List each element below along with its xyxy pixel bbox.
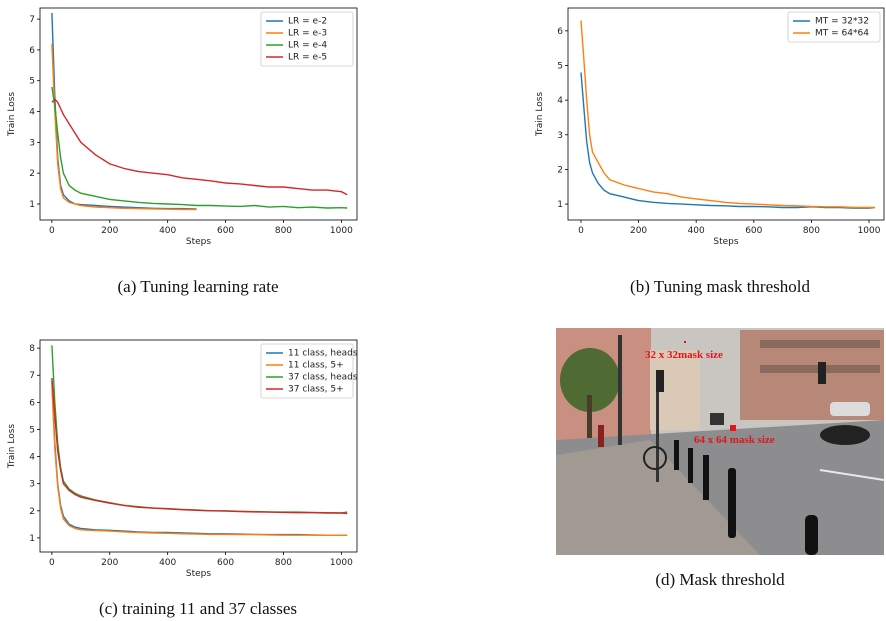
y-tick-label: 5: [29, 425, 35, 435]
legend-label: 11 class, 5+: [288, 361, 344, 371]
legend-label: LR = e-3: [288, 29, 327, 39]
photo-label: 32 x 32mask size: [645, 349, 723, 361]
legend-label: 11 class, heads: [288, 349, 358, 359]
y-tick-label: 2: [557, 165, 563, 175]
x-axis-label: Steps: [186, 237, 211, 247]
x-tick-label: 200: [630, 226, 647, 236]
x-tick-label: 400: [159, 558, 176, 568]
loss-line: [52, 87, 347, 208]
caption: (a) Tuning learning rate: [118, 277, 279, 296]
y-tick-label: 8: [29, 344, 35, 354]
y-tick-label: 4: [557, 96, 563, 106]
legend-label: LR = e-4: [288, 41, 327, 51]
y-tick-label: 3: [557, 131, 563, 141]
y-axis-label: Train Loss: [7, 92, 17, 138]
x-tick-label: 200: [101, 226, 118, 236]
x-tick-label: 0: [49, 558, 55, 568]
x-tick-label: 400: [159, 226, 176, 236]
legend-label: MT = 64*64: [815, 29, 869, 39]
x-tick-label: 600: [745, 226, 762, 236]
y-tick-label: 5: [557, 62, 563, 72]
x-axis-label: Steps: [713, 237, 738, 247]
y-tick-label: 1: [29, 200, 35, 210]
caption: (b) Tuning mask threshold: [630, 277, 810, 296]
legend-label: 37 class, heads: [288, 373, 358, 383]
caption: (c) training 11 and 37 classes: [99, 599, 297, 618]
x-tick-label: 1000: [858, 226, 881, 236]
photo-label: 64 x 64 mask size: [694, 434, 775, 446]
legend-label: LR = e-5: [288, 53, 327, 63]
x-tick-label: 600: [217, 558, 234, 568]
loss-line: [581, 72, 875, 208]
x-tick-label: 800: [275, 558, 292, 568]
legend-label: 37 class, 5+: [288, 385, 344, 395]
y-tick-label: 6: [557, 27, 563, 37]
x-tick-label: 0: [49, 226, 55, 236]
y-tick-label: 7: [29, 15, 35, 25]
caption: (d) Mask threshold: [655, 570, 785, 589]
y-tick-label: 6: [29, 46, 35, 56]
x-tick-label: 800: [803, 226, 820, 236]
x-tick-label: 600: [217, 226, 234, 236]
y-tick-label: 1: [29, 534, 35, 544]
loss-line: [52, 44, 197, 210]
y-axis-label: Train Loss: [7, 424, 17, 470]
y-tick-label: 4: [29, 453, 35, 463]
x-tick-label: 1000: [330, 226, 353, 236]
y-tick-label: 1: [557, 200, 563, 210]
y-tick-label: 6: [29, 398, 35, 408]
legend: 11 class, heads 11 class, 5+ 37 class, hea…: [261, 344, 358, 398]
y-tick-label: 7: [29, 371, 35, 381]
x-tick-label: 400: [688, 226, 705, 236]
y-tick-label: 3: [29, 480, 35, 490]
loss-line: [52, 99, 347, 195]
y-tick-label: 2: [29, 169, 35, 179]
x-tick-label: 200: [101, 558, 118, 568]
legend: MT = 32*32 MT = 64*64: [788, 12, 880, 42]
y-axis-label: Train Loss: [535, 92, 545, 138]
y-tick-label: 3: [29, 138, 35, 148]
loss-line: [52, 13, 197, 209]
line-chart: 0 200 400 600 800 1000 1 2 3 4 5 6 7 8 Steps Train Loss…: [7, 340, 358, 618]
y-tick-label: 2: [29, 507, 35, 517]
y-tick-label: 4: [29, 108, 35, 118]
y-tick-label: 5: [29, 77, 35, 87]
figure: 32 x 32mask size 64 x 64 mask size (d) M…: [0, 0, 886, 621]
legend-label: MT = 32*32: [815, 17, 869, 27]
legend: LR = e-2 LR = e-3 LR = e-4 LR = e-5: [261, 12, 353, 66]
loss-line: [581, 21, 875, 208]
x-tick-label: 0: [578, 226, 584, 236]
line-chart: 0 200 400 600 800 1000 1 2 3 4 5 6 7 Steps Train Loss L…: [7, 8, 357, 296]
x-tick-label: 800: [275, 226, 292, 236]
legend-label: LR = e-2: [288, 17, 327, 27]
x-tick-label: 1000: [330, 558, 353, 568]
x-axis-label: Steps: [186, 569, 211, 579]
line-chart: 0 200 400 600 800 1000 1 2 3 4 5 6 Steps Train Loss MT…: [535, 8, 884, 296]
